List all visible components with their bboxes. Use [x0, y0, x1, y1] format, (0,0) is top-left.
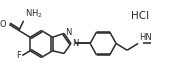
Text: HCl: HCl [131, 11, 149, 21]
Text: HN: HN [139, 33, 152, 42]
Text: N: N [72, 39, 79, 48]
Text: F: F [17, 51, 21, 60]
Text: O: O [0, 20, 6, 29]
Text: N: N [65, 28, 72, 37]
Text: NH$_2$: NH$_2$ [25, 7, 42, 20]
